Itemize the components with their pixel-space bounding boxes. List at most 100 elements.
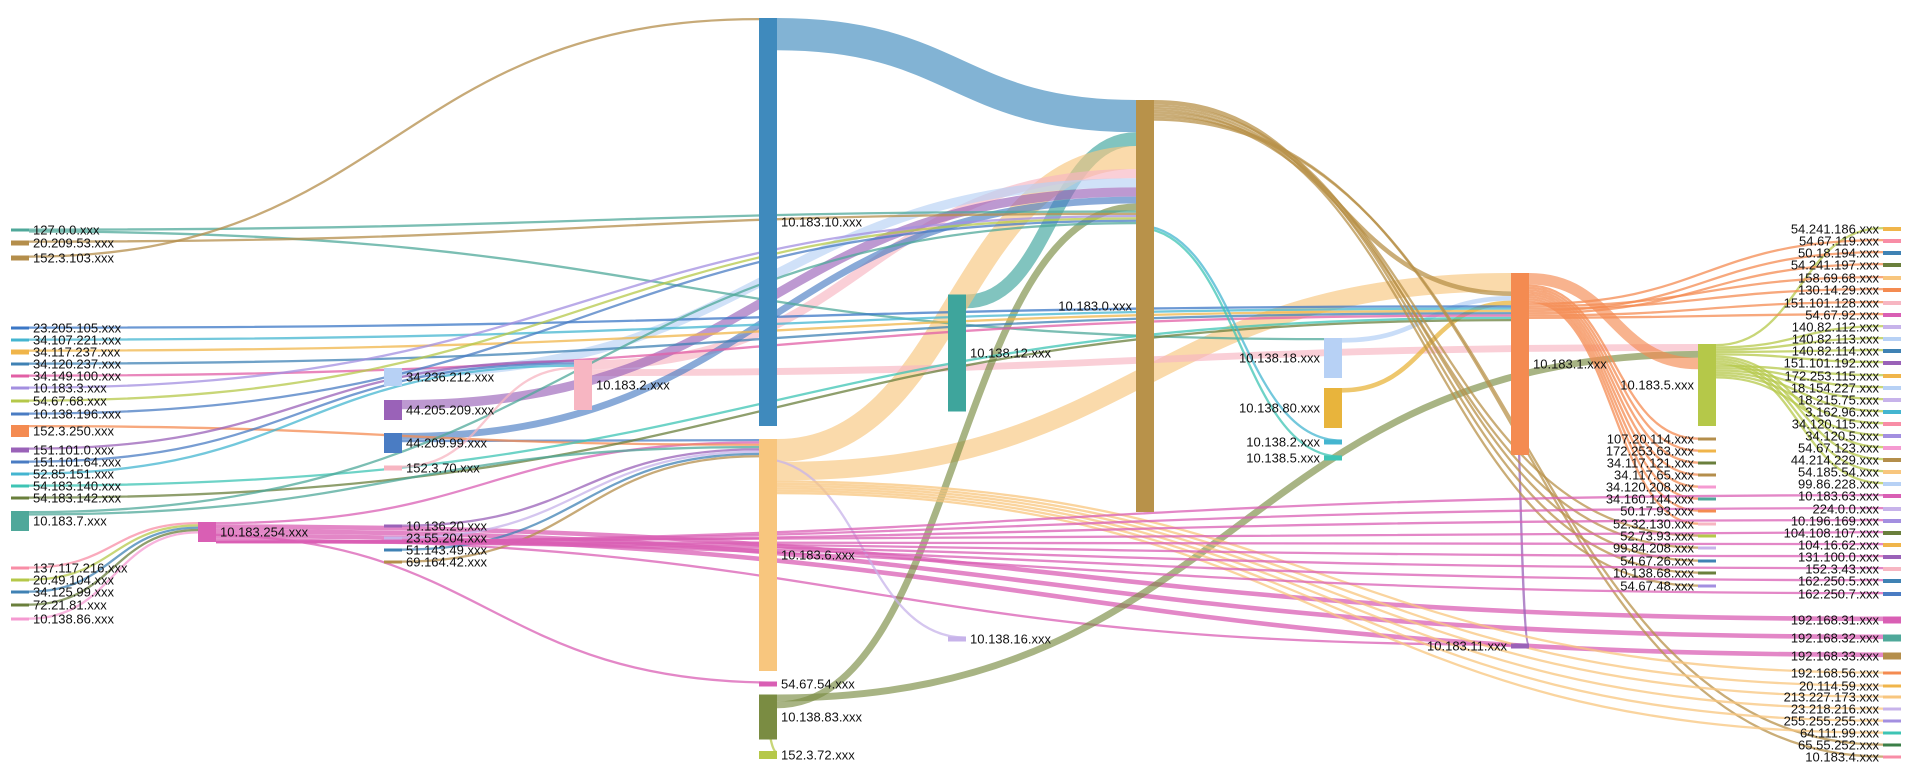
host-node[interactable] [11, 399, 29, 403]
host-node[interactable] [1136, 100, 1154, 512]
host-node[interactable] [1883, 507, 1901, 511]
host-node[interactable] [384, 465, 402, 471]
host-node[interactable] [1883, 349, 1901, 353]
host-node[interactable] [1698, 522, 1716, 526]
host-node[interactable] [11, 603, 29, 607]
host-node[interactable] [384, 433, 402, 453]
host-node[interactable] [759, 694, 777, 740]
host-node[interactable] [1698, 584, 1716, 588]
host-node[interactable] [1883, 579, 1901, 583]
host-node[interactable] [1698, 497, 1716, 501]
host-node[interactable] [1324, 455, 1342, 461]
host-node[interactable] [1883, 458, 1901, 462]
host-node[interactable] [1883, 434, 1901, 438]
host-node[interactable] [1511, 273, 1529, 455]
host-node[interactable] [11, 412, 29, 416]
host-node[interactable] [1883, 422, 1901, 426]
host-node[interactable] [1883, 337, 1901, 341]
host-node[interactable] [11, 374, 29, 378]
host-node[interactable] [1698, 559, 1716, 563]
host-node[interactable] [1698, 437, 1716, 441]
host-node[interactable] [384, 548, 402, 552]
host-node[interactable] [11, 578, 29, 582]
host-node[interactable] [1883, 616, 1901, 624]
host-node[interactable] [384, 536, 402, 540]
host-node[interactable] [1883, 731, 1901, 735]
host-node[interactable] [1883, 494, 1901, 498]
host-node[interactable] [11, 484, 29, 488]
host-node[interactable] [1883, 301, 1901, 305]
host-node[interactable] [11, 349, 29, 355]
host-node[interactable] [11, 338, 29, 342]
host-node[interactable] [11, 511, 29, 531]
host-node[interactable] [1883, 374, 1901, 378]
host-node[interactable] [1883, 288, 1901, 292]
host-node[interactable] [1883, 263, 1901, 267]
host-node[interactable] [1883, 410, 1901, 414]
host-node[interactable] [1883, 555, 1901, 559]
host-node[interactable] [1883, 707, 1901, 711]
host-node[interactable] [948, 636, 966, 642]
host-node[interactable] [759, 681, 777, 687]
host-node[interactable] [1883, 592, 1901, 596]
host-node[interactable] [1698, 509, 1716, 513]
host-node[interactable] [198, 522, 216, 542]
host-node[interactable] [1883, 519, 1901, 523]
host-node[interactable] [11, 362, 29, 366]
host-node[interactable] [11, 240, 29, 246]
host-node[interactable] [948, 294, 966, 412]
host-node[interactable] [1883, 567, 1901, 571]
host-node[interactable] [11, 496, 29, 500]
host-node[interactable] [1698, 534, 1716, 538]
host-node[interactable] [11, 460, 29, 464]
host-node[interactable] [11, 386, 29, 390]
host-node[interactable] [11, 447, 29, 453]
host-node[interactable] [1698, 461, 1716, 465]
host-node[interactable] [1883, 634, 1901, 642]
host-node[interactable] [759, 439, 777, 671]
host-node[interactable] [1324, 388, 1342, 428]
host-node[interactable] [11, 566, 29, 570]
host-node[interactable] [1883, 531, 1901, 535]
host-node[interactable] [384, 368, 402, 386]
host-node[interactable] [1698, 485, 1716, 489]
host-node[interactable] [384, 524, 402, 528]
host-node[interactable] [1883, 671, 1901, 675]
host-node[interactable] [1324, 439, 1342, 445]
host-node[interactable] [1883, 446, 1901, 450]
host-node[interactable] [1883, 386, 1901, 390]
host-node[interactable] [1883, 313, 1901, 317]
host-node[interactable] [1883, 755, 1901, 759]
host-node[interactable] [1883, 325, 1901, 329]
host-node[interactable] [1511, 643, 1529, 649]
host-node[interactable] [11, 617, 29, 621]
host-node[interactable] [574, 360, 592, 410]
host-node[interactable] [1883, 719, 1901, 723]
host-node[interactable] [759, 751, 777, 759]
host-node[interactable] [1324, 338, 1342, 378]
host-node[interactable] [1883, 227, 1901, 231]
host-node[interactable] [1883, 398, 1901, 402]
host-node[interactable] [11, 228, 29, 232]
host-node[interactable] [1883, 652, 1901, 660]
host-node[interactable] [1883, 695, 1901, 699]
host-node[interactable] [1883, 239, 1901, 243]
host-node[interactable] [1698, 449, 1716, 453]
host-node[interactable] [1883, 276, 1901, 280]
host-node[interactable] [1883, 470, 1901, 474]
host-node[interactable] [1883, 543, 1901, 547]
host-node[interactable] [11, 326, 29, 330]
host-node[interactable] [11, 590, 29, 594]
host-node[interactable] [1698, 571, 1716, 575]
host-node[interactable] [11, 425, 29, 437]
host-node[interactable] [11, 472, 29, 476]
host-node[interactable] [11, 255, 29, 261]
host-node[interactable] [384, 560, 402, 564]
host-node[interactable] [1883, 684, 1901, 688]
host-node[interactable] [1698, 344, 1716, 426]
host-node[interactable] [1883, 743, 1901, 747]
host-node[interactable] [1883, 251, 1901, 255]
host-node[interactable] [384, 400, 402, 420]
host-node[interactable] [759, 18, 777, 426]
host-node[interactable] [1883, 482, 1901, 486]
